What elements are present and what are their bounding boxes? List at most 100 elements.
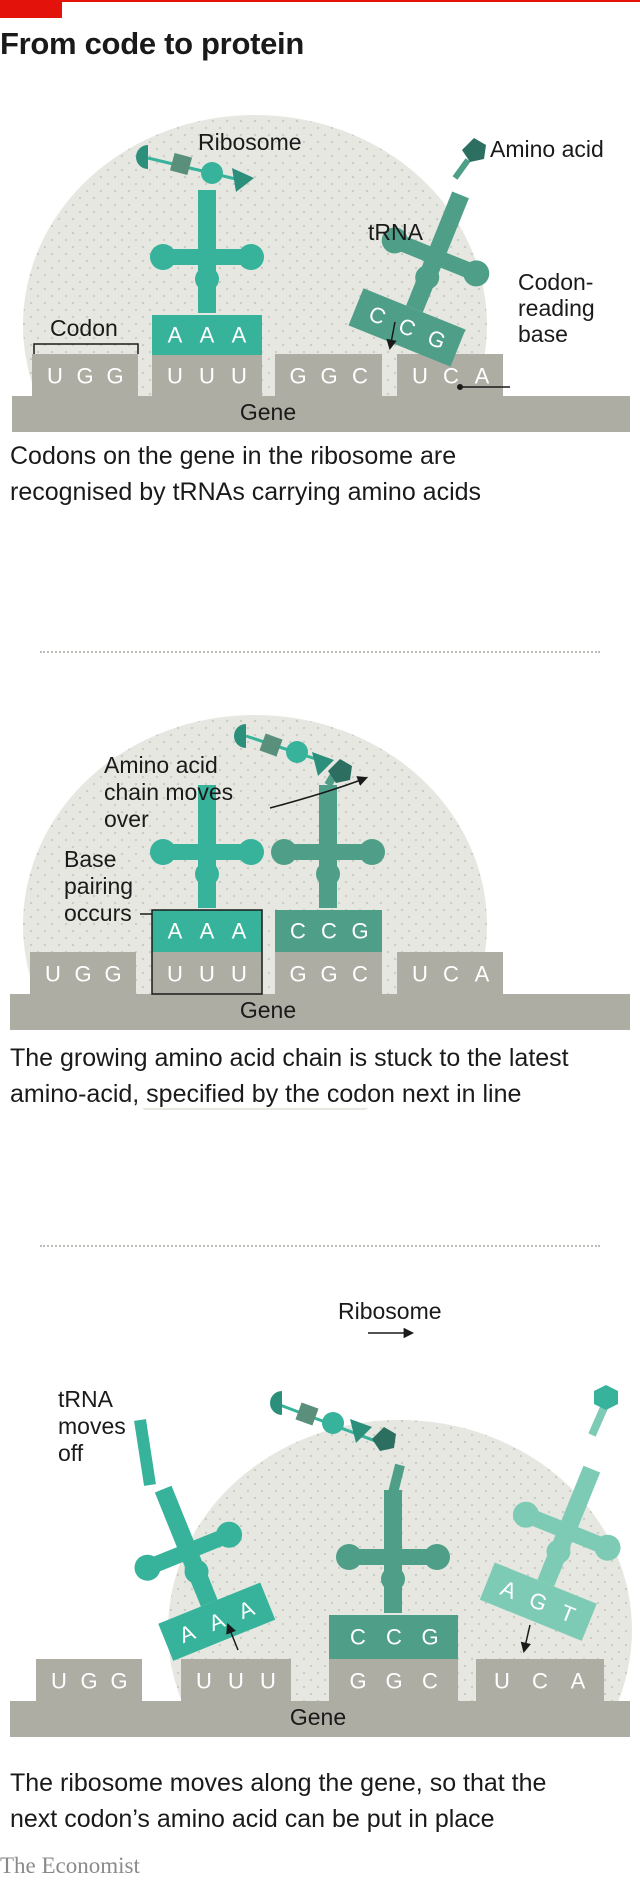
amino-acid-label: Amino acid: [490, 136, 604, 162]
base-letter: U: [260, 1669, 276, 1694]
base-letter: G: [320, 962, 337, 987]
base-letter: A: [200, 919, 215, 944]
base-letter: G: [104, 962, 121, 987]
trna-ccg: C C G: [271, 785, 385, 952]
base-letter: U: [231, 364, 247, 389]
base-letter: G: [289, 364, 306, 389]
caption-line-2: next codon’s amino acid can be put in pl…: [10, 1805, 495, 1833]
base-letter: U: [412, 962, 428, 987]
codon-uuu: U U U: [152, 952, 262, 994]
base-letter: C: [386, 1625, 402, 1650]
gene-label: Gene: [240, 997, 296, 1023]
page-title: From code to protein: [0, 26, 305, 61]
caption-line-1: The growing amino acid chain is stuck to…: [10, 1044, 569, 1072]
codon-reading-label-3: base: [518, 321, 568, 347]
base-letter: G: [110, 1669, 127, 1694]
base-letter: G: [320, 364, 337, 389]
top-rule: [0, 0, 640, 2]
codon-uca: U C A: [476, 1659, 604, 1701]
base-letter: C: [321, 919, 337, 944]
base-letter: A: [168, 323, 183, 348]
base-letter: G: [106, 364, 123, 389]
pairing-highlight-box: [151, 909, 263, 995]
base-letter: G: [76, 364, 93, 389]
codon-uca: U C A: [397, 952, 503, 994]
base-letter: U: [167, 364, 183, 389]
base-letter: G: [349, 1669, 366, 1694]
base-letter: G: [351, 919, 368, 944]
publisher-credit: The Economist: [0, 1853, 140, 1878]
gene-label: Gene: [240, 399, 296, 425]
codon-label: Codon: [50, 315, 118, 341]
codon-uuu: U U U: [181, 1659, 291, 1701]
ribosome-label: Ribosome: [338, 1298, 442, 1324]
codon-ugg: U G G: [36, 1659, 142, 1701]
diagram-translocation: U G G U U U G G C U C A Gene Ribosome: [0, 1298, 640, 1840]
diagram-recognition: U G G U U U G G C U C A Gene Codon: [0, 115, 640, 535]
ribosome-label: Ribosome: [198, 129, 302, 155]
trna-aaa: A A A: [150, 190, 264, 355]
diagram-pairing: U G G U U U G G C U C A Gene A A: [0, 715, 640, 1135]
base-letter: U: [47, 364, 63, 389]
base-letter: C: [443, 364, 459, 389]
panel-translocation: U G G U U U G G C U C A Gene Ribosome: [0, 1285, 640, 1845]
base-letter: C: [290, 919, 306, 944]
base-letter: U: [167, 962, 183, 987]
caption-line-1: Codons on the gene in the ribosome are: [10, 442, 457, 470]
base-letter: G: [385, 1669, 402, 1694]
amino-acid-chain: [234, 724, 334, 776]
base-letter: U: [412, 364, 428, 389]
codon-ugg: U G G: [30, 952, 136, 994]
gene-strand: [12, 396, 630, 432]
moves-off-label-3: off: [58, 1440, 84, 1466]
base-letter: G: [289, 962, 306, 987]
trna-stem-top: [452, 158, 471, 180]
codon-ggc: G G C: [329, 1659, 458, 1701]
gene-strand: [10, 1701, 630, 1737]
caption-line-2: recognised by tRNAs carrying amino acids: [10, 478, 482, 506]
pairing-label-3: occurs: [64, 900, 132, 926]
codon-bracket: [33, 343, 139, 354]
base-letter: G: [80, 1669, 97, 1694]
base-letter: U: [196, 1669, 212, 1694]
base-letter: C: [352, 962, 368, 987]
codon-reading-label-2: reading: [518, 295, 595, 321]
base-letter: G: [74, 962, 91, 987]
section-divider: [40, 1245, 600, 1247]
trna-aaa: A A A: [150, 785, 264, 952]
base-letter: A: [475, 962, 490, 987]
moves-off-label-2: moves: [58, 1413, 126, 1439]
base-letter: C: [350, 1625, 366, 1650]
codon-ggc: G G C: [275, 952, 382, 994]
brand-tab: [0, 0, 62, 18]
gene-strand: [10, 994, 630, 1030]
base-letter: U: [228, 1669, 244, 1694]
pairing-arrow: [520, 1624, 532, 1654]
pairing-label-1: Base: [64, 846, 116, 872]
base-letter: G: [421, 1625, 438, 1650]
gene-label: Gene: [290, 1704, 346, 1730]
panel-recognition: U G G U U U G G C U C A Gene Codon: [0, 90, 640, 535]
caption-line-2: amino-acid, specified by the codon next …: [10, 1080, 522, 1108]
move-arrow: [269, 776, 368, 809]
amino-acid-hexagon: [594, 1385, 618, 1410]
chain-label-2: chain moves: [104, 779, 233, 805]
codon-ggc: G G C: [275, 354, 382, 396]
amino-acid-chain: [270, 1391, 396, 1451]
pairing-arrow: [386, 321, 397, 351]
base-letter: A: [168, 919, 183, 944]
trna-aaa: A A A: [110, 1467, 276, 1661]
trna-stem-top: [134, 1419, 156, 1486]
base-letter: A: [200, 323, 215, 348]
base-letter: U: [51, 1669, 67, 1694]
base-letter: A: [232, 919, 247, 944]
trna-ccg: C C G: [348, 173, 514, 367]
trna-stem-top: [388, 1463, 405, 1495]
base-letter: U: [231, 962, 247, 987]
trna-ccg: C C G: [329, 1490, 458, 1659]
base-letter: U: [45, 962, 61, 987]
amino-acid-chain: [136, 145, 254, 192]
caption-line-1: The ribosome moves along the gene, so th…: [10, 1769, 547, 1797]
amino-acid-pentagon: [462, 138, 486, 162]
panel-pairing: U G G U U U G G C U C A Gene A A: [0, 690, 640, 1135]
